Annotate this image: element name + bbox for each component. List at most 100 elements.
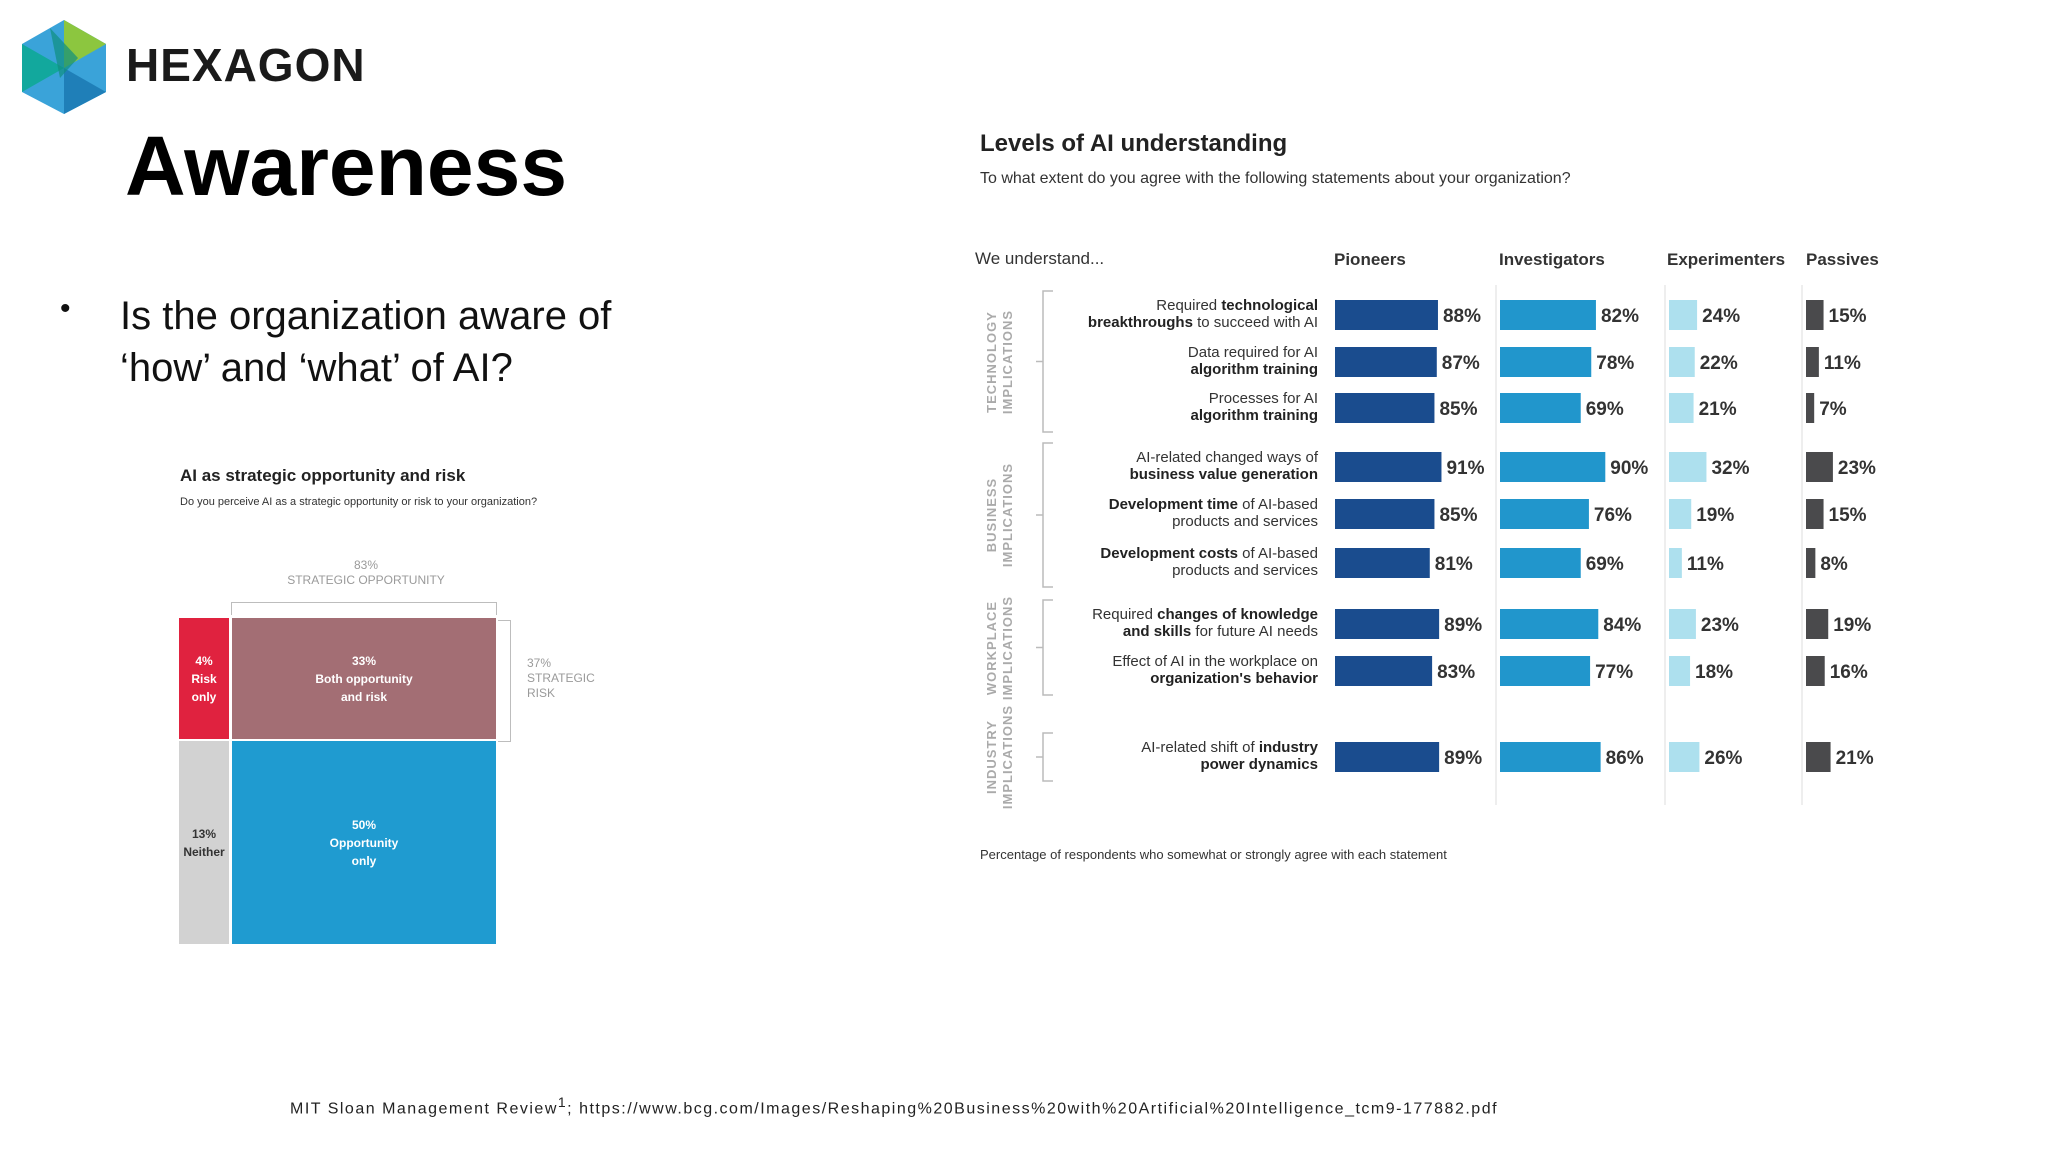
source-footnote: MIT Sloan Management Review1; https://ww… (290, 1094, 1498, 1118)
data-label-pioneers: 85% (1439, 505, 1477, 526)
column-header-experimenters: Experimenters (1667, 250, 1786, 269)
bar-pioneers (1335, 656, 1433, 686)
data-label-pioneers: 87% (1442, 353, 1480, 374)
bar-experimenters (1669, 609, 1696, 639)
opportunity-total-value: 83% (353, 558, 379, 572)
data-label-passives: 7% (1819, 399, 1847, 420)
segment-label-line1: Both opportunity (315, 671, 413, 686)
risk-bracket (498, 620, 511, 742)
bar-experimenters (1669, 393, 1694, 423)
row-label: Data required for AI algorithm training (1187, 344, 1318, 378)
data-label-investigators: 78% (1596, 353, 1634, 374)
bar-pioneers (1335, 548, 1430, 578)
chart-title: Levels of AI understanding (980, 130, 1288, 157)
bar-pioneers (1335, 347, 1437, 377)
bar-experimenters (1669, 499, 1692, 529)
data-label-pioneers: 83% (1437, 662, 1475, 683)
bar-experimenters (1669, 742, 1700, 772)
risk-total-annotation: 37% STRATEGIC RISK (527, 656, 595, 701)
bar-pioneers (1335, 609, 1440, 639)
data-label-pioneers: 85% (1439, 399, 1477, 420)
data-label-investigators: 82% (1601, 306, 1639, 327)
bar-investigators (1500, 548, 1581, 578)
data-label-investigators: 86% (1606, 748, 1644, 769)
data-label-experimenters: 21% (1699, 399, 1737, 420)
risk-total-value: 37% (527, 656, 552, 670)
segment-value: 13% (191, 826, 217, 841)
data-label-pioneers: 89% (1444, 748, 1482, 769)
row-label: Required changes of knowledge and skills … (1092, 606, 1318, 640)
data-label-investigators: 77% (1595, 662, 1633, 683)
row-label: AI-related shift of industry power dynami… (1141, 739, 1318, 773)
segment-label-line2: and risk (340, 689, 388, 704)
segment-label-line1: Neither (183, 844, 225, 859)
bar-passives (1806, 347, 1819, 377)
bar-investigators (1500, 609, 1599, 639)
segment-label-line1: Opportunity (329, 835, 399, 850)
bar-investigators (1500, 347, 1592, 377)
bullet-text: Is the organization aware of ‘how’ and ‘… (120, 294, 612, 390)
bar-investigators (1500, 393, 1581, 423)
row-header: We understand... (975, 249, 1105, 268)
segment-value: 50% (351, 817, 377, 832)
bullet-marker: • (60, 292, 71, 325)
segment-both: 33% Both opportunity and risk (232, 618, 496, 739)
data-label-experimenters: 32% (1711, 458, 1749, 479)
bar-passives (1806, 742, 1831, 772)
risk-total-label-line2: RISK (527, 686, 556, 700)
data-label-pioneers: 89% (1444, 615, 1482, 636)
opportunity-bracket (231, 602, 497, 615)
data-label-experimenters: 24% (1702, 306, 1740, 327)
data-label-passives: 15% (1829, 505, 1867, 526)
data-label-passives: 11% (1824, 353, 1861, 374)
opportunity-total-label: STRATEGIC OPPORTUNITY (287, 573, 445, 587)
group-bracket-business (1036, 442, 1053, 588)
segment-label-line2: only (351, 853, 377, 868)
group-bracket-technology (1036, 290, 1053, 433)
bar-investigators (1500, 742, 1601, 772)
data-label-investigators: 69% (1586, 399, 1624, 420)
column-header-investigators: Investigators (1499, 250, 1605, 269)
segment-neither: 13% Neither (179, 741, 229, 944)
bar-passives (1806, 548, 1816, 578)
chart-subtitle: To what extent do you agree with the fol… (980, 170, 1571, 187)
data-label-investigators: 76% (1594, 505, 1632, 526)
data-label-passives: 21% (1836, 748, 1874, 769)
data-label-investigators: 90% (1610, 458, 1648, 479)
data-label-experimenters: 22% (1700, 353, 1738, 374)
data-label-investigators: 84% (1603, 615, 1641, 636)
segment-opportunity-only: 50% Opportunity only (232, 741, 496, 944)
footnote-marker: 1 (557, 1094, 568, 1110)
bar-experimenters (1669, 300, 1698, 330)
bar-pioneers (1335, 393, 1435, 423)
bar-passives (1806, 300, 1824, 330)
segment-value: 4% (195, 653, 213, 668)
risk-total-label-line1: STRATEGIC (527, 671, 595, 685)
data-label-experimenters: 11% (1687, 554, 1724, 575)
bar-experimenters (1669, 452, 1707, 482)
bar-pioneers (1335, 300, 1438, 330)
segment-label-line2: only (191, 689, 217, 704)
bar-pioneers (1335, 452, 1442, 482)
row-label: Effect of AI in the workplace on organiza… (1112, 653, 1318, 687)
bar-passives (1806, 393, 1815, 423)
segment-label-line1: Risk (191, 671, 217, 686)
group-bracket-industry (1036, 732, 1053, 782)
bar-investigators (1500, 499, 1589, 529)
bar-investigators (1500, 452, 1606, 482)
data-label-experimenters: 19% (1696, 505, 1734, 526)
data-label-experimenters: 23% (1701, 615, 1739, 636)
slide-title: Awareness (125, 119, 568, 213)
row-label: Development time of AI-based products and… (1108, 496, 1318, 530)
chart-title: AI as strategic opportunity and risk (180, 466, 466, 485)
data-label-experimenters: 26% (1704, 748, 1742, 769)
opportunity-total-annotation: 83% STRATEGIC OPPORTUNITY (286, 558, 446, 588)
hexagon-logo-icon (22, 20, 106, 114)
row-label: Processes for AI algorithm training (1190, 390, 1319, 424)
row-label: Required technological breakthroughs to s… (1087, 297, 1318, 331)
bar-investigators (1500, 656, 1591, 686)
footnote-url: ; https://www.bcg.com/Images/Reshaping%2… (567, 1100, 1499, 1118)
data-label-passives: 19% (1833, 615, 1871, 636)
data-label-passives: 8% (1820, 554, 1848, 575)
